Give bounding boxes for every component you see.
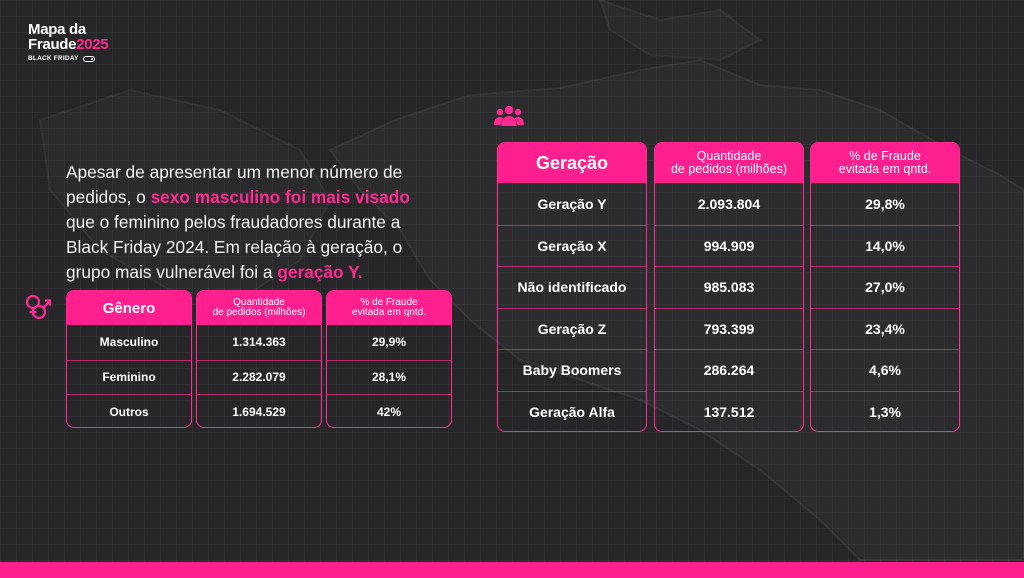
gender-header-quantidade: Quantidade de pedidos (milhões)	[197, 291, 321, 325]
table-cell: 994.909	[655, 224, 803, 267]
table-cell: 985.083	[655, 266, 803, 308]
table-cell: Geração Z	[498, 307, 646, 350]
gender-table-col-fraude: % de Fraude evitada em qntd. 29,9% 28,1%…	[326, 290, 452, 428]
generation-header-geracao: Geração	[498, 143, 646, 183]
brand-line1: Mapa da	[28, 21, 86, 38]
table-cell: Geração Alfa	[498, 390, 646, 432]
gender-table-col-quantidade: Quantidade de pedidos (milhões) 1.314.36…	[196, 290, 322, 428]
table-cell: 14,0%	[811, 224, 959, 267]
table-cell: Feminino	[67, 359, 191, 395]
brand-line2: Fraude2025	[28, 36, 109, 53]
brand-subtitle-row: BLACK FRIDAY	[28, 55, 108, 62]
gender-symbols-icon	[25, 294, 52, 320]
table-cell: Geração Y	[537, 195, 607, 212]
table-cell: Baby Boomers	[498, 349, 646, 391]
table-cell: Outros	[67, 394, 191, 427]
generation-table-col-fraude: % de Fraude evitada em qntd. 29,8% 14,0%…	[810, 142, 960, 432]
intro-paragraph: Apesar de apresentar um menor número de …	[66, 160, 436, 285]
bottom-accent-bar	[0, 562, 1024, 578]
table-cell: Não identificado	[498, 266, 646, 308]
brand-year: 2025	[76, 36, 109, 53]
table-cell: 2.093.804	[697, 195, 761, 212]
people-group-icon	[494, 105, 524, 126]
table-cell: 137.512	[655, 390, 803, 432]
toggle-icon	[82, 55, 95, 62]
intro-part1: Apesar de apresentar um menor número de …	[66, 162, 403, 207]
generation-header-fraude: % de Fraude evitada em qntd.	[811, 143, 959, 183]
generation-header-quantidade: Quantidade de pedidos (milhões)	[655, 143, 803, 183]
brand-fraude: Fraude	[28, 36, 77, 53]
generation-table-col-quantidade: Quantidade de pedidos (milhões) 2.093.80…	[654, 142, 804, 432]
table-cell: 1.694.529	[197, 394, 321, 427]
table-cell: 27,0%	[811, 266, 959, 308]
table-cell: 286.264	[655, 349, 803, 391]
table-cell: 42%	[327, 394, 451, 427]
gender-header-fraude: % de Fraude evitada em qntd.	[327, 291, 451, 325]
table-cell: 1.314.363	[232, 335, 286, 350]
table-cell: Geração X	[498, 224, 646, 267]
table-cell: 28,1%	[327, 359, 451, 395]
brand-subtitle: BLACK FRIDAY	[28, 55, 79, 62]
table-cell: 29,8%	[865, 195, 905, 212]
brand-logo: Mapa da Fraude2025 BLACK FRIDAY	[28, 21, 109, 62]
table-cell: Masculino	[99, 335, 159, 350]
intro-highlight1: sexo masculino foi mais visado	[150, 187, 410, 207]
generation-table-col-geracao: Geração Geração Y Geração X Não identifi…	[497, 142, 647, 432]
intro-highlight2: geração Y.	[277, 262, 363, 282]
table-cell: 4,6%	[811, 349, 959, 391]
intro-part2: que o feminino pelos fraudadores durante…	[66, 212, 403, 282]
table-cell: 2.282.079	[197, 359, 321, 395]
table-cell: 29,9%	[371, 335, 407, 350]
table-cell: 23,4%	[811, 307, 959, 350]
table-cell: 1,3%	[811, 390, 959, 432]
gender-header-genero: Gênero	[67, 291, 191, 325]
table-cell: 793.399	[655, 307, 803, 350]
gender-table-col-genero: Gênero Masculino Feminino Outros	[66, 290, 192, 428]
